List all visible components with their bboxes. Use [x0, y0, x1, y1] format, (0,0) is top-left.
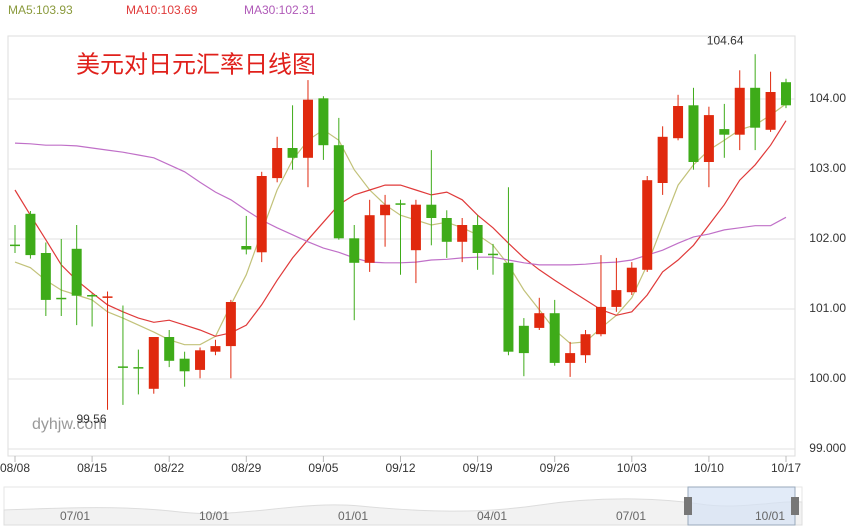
chart-title: 美元对日元汇率日线图	[76, 51, 316, 78]
candle-body	[102, 296, 113, 298]
candle-body	[87, 295, 98, 297]
y-tick-label: 100.00	[809, 371, 846, 385]
candle-body	[287, 148, 298, 158]
candle-body	[565, 353, 576, 363]
candle-body	[272, 148, 283, 179]
navigator-label: 07/01	[60, 509, 90, 523]
x-tick-label: 08/08	[0, 461, 30, 475]
candle-body	[195, 350, 206, 370]
candle-body	[441, 218, 452, 242]
watermark: dyhjw.com	[32, 416, 107, 433]
x-tick-label: 10/03	[617, 461, 647, 475]
candle-body	[595, 306, 606, 335]
candle-body	[56, 297, 67, 300]
navigator-label: 04/01	[477, 509, 507, 523]
candle-body	[626, 267, 637, 293]
candle-body	[457, 225, 468, 242]
candle-body	[719, 129, 730, 135]
x-tick-label: 10/10	[694, 461, 724, 475]
navigator-label: 10/01	[755, 509, 785, 523]
candle-body	[503, 262, 514, 352]
candle-body	[148, 337, 159, 389]
x-tick-label: 09/26	[540, 461, 570, 475]
x-tick-label: 09/19	[463, 461, 493, 475]
candle-body	[488, 253, 499, 256]
max-label: 104.64	[707, 33, 744, 47]
navigator-handle[interactable]	[791, 497, 799, 515]
candle-body	[225, 302, 236, 347]
candle-body	[688, 105, 699, 162]
candle-body	[71, 248, 82, 296]
min-label: 99.56	[77, 412, 107, 426]
candle-body	[380, 204, 391, 216]
legend-label: MA30:102.31	[244, 3, 316, 17]
candle-body	[410, 204, 421, 251]
candle-body	[549, 313, 560, 363]
candle-body	[364, 215, 375, 263]
x-tick-label: 08/22	[154, 461, 184, 475]
x-tick-label: 10/17	[771, 461, 801, 475]
candle-body	[117, 366, 128, 368]
navigator-label: 07/01	[616, 509, 646, 523]
candle-body	[302, 99, 313, 158]
candle-body	[781, 82, 791, 106]
candle-body	[472, 225, 483, 253]
candle-body	[179, 358, 190, 372]
candle-body	[642, 180, 653, 270]
candle-body	[40, 253, 51, 300]
candle-body	[133, 367, 144, 369]
ma-line	[14, 120, 787, 337]
x-tick-label: 09/05	[308, 461, 338, 475]
navigator-selection[interactable]	[687, 486, 796, 526]
candle-body	[241, 246, 252, 250]
candle-body	[657, 136, 668, 183]
x-tick-label: 09/12	[385, 461, 415, 475]
navigator-area	[3, 498, 803, 526]
x-tick-label: 08/29	[231, 461, 261, 475]
candle-body	[580, 334, 591, 356]
candle-body	[349, 238, 360, 263]
candle-body	[518, 325, 529, 354]
candle-body	[164, 337, 175, 361]
candle-body	[210, 346, 221, 352]
candle-body	[750, 87, 761, 128]
candle-body	[534, 313, 545, 328]
candle-body	[333, 145, 344, 239]
y-tick-label: 102.00	[809, 231, 846, 245]
candle-body	[256, 176, 267, 253]
y-tick-label: 104.00	[809, 91, 846, 105]
candle-body	[611, 290, 622, 307]
x-tick-label: 08/15	[77, 461, 107, 475]
navigator-label: 10/01	[199, 509, 229, 523]
navigator-handle[interactable]	[684, 497, 692, 515]
legend-label: MA10:103.69	[126, 3, 198, 17]
candle-body	[318, 98, 329, 146]
candle-body	[703, 115, 714, 162]
legend-label: MA5:103.93	[8, 3, 73, 17]
candle-body	[734, 87, 745, 135]
y-tick-label: 103.00	[809, 161, 846, 175]
candle-body	[673, 106, 684, 139]
candle-body	[10, 244, 20, 247]
candle-body	[395, 203, 406, 205]
candle-body	[765, 92, 776, 130]
plot-border	[7, 35, 796, 457]
candle-body	[426, 204, 437, 218]
y-tick-label: 101.00	[809, 301, 846, 315]
y-tick-label: 99.000	[809, 441, 846, 455]
candle-body	[25, 213, 36, 256]
navigator-label: 01/01	[338, 509, 368, 523]
